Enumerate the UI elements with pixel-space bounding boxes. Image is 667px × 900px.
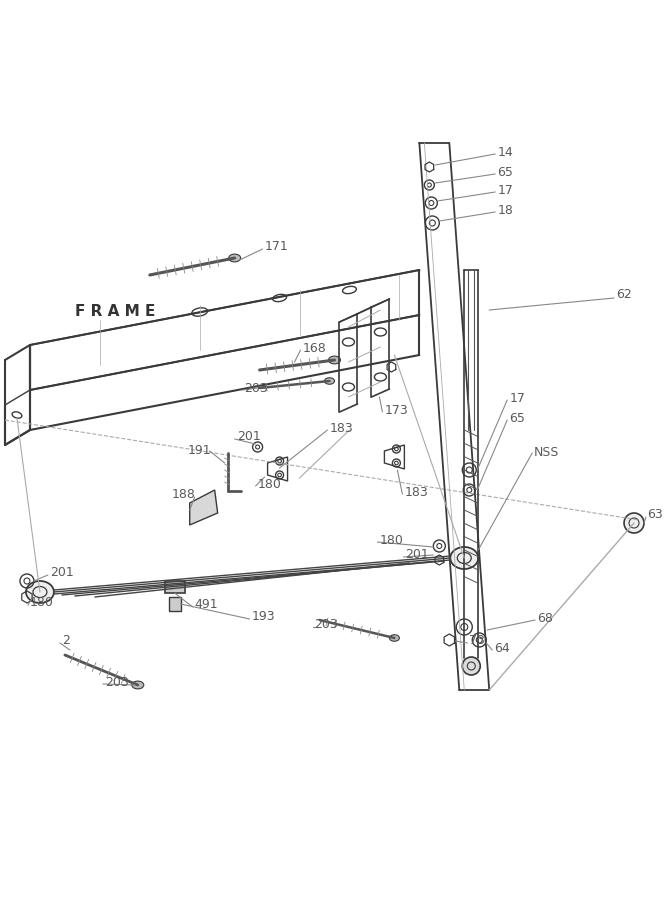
Text: 201: 201 [406,548,429,562]
Text: 63: 63 [647,508,663,521]
Ellipse shape [325,378,334,384]
Text: 203: 203 [105,676,129,688]
Text: 201: 201 [50,566,73,580]
Text: 65: 65 [497,166,513,178]
Text: 173: 173 [384,403,408,417]
Text: 17: 17 [497,184,513,196]
FancyBboxPatch shape [169,597,181,611]
Text: 168: 168 [303,341,326,355]
Text: 183: 183 [404,485,428,499]
Text: 183: 183 [329,421,354,435]
Ellipse shape [390,634,400,641]
Text: 65: 65 [509,411,525,425]
Text: 64: 64 [494,642,510,654]
Text: 191: 191 [187,444,211,456]
Text: 180: 180 [30,597,54,609]
Ellipse shape [26,581,54,603]
FancyBboxPatch shape [165,581,185,593]
Text: 14: 14 [497,146,513,158]
Text: F R A M E: F R A M E [75,304,155,320]
Text: 203: 203 [245,382,268,394]
Ellipse shape [624,513,644,533]
Ellipse shape [328,356,340,364]
Ellipse shape [132,681,144,688]
Text: 171: 171 [265,240,288,254]
Text: 68: 68 [537,611,553,625]
Text: 18: 18 [497,203,513,217]
Text: 188: 188 [171,489,195,501]
Text: 193: 193 [251,610,275,624]
Text: 201: 201 [237,430,260,444]
Text: 180: 180 [257,478,281,491]
Text: 2: 2 [62,634,70,647]
Ellipse shape [450,547,478,569]
Ellipse shape [462,657,480,675]
Polygon shape [189,490,217,525]
Ellipse shape [229,254,241,262]
Text: 17: 17 [509,392,525,404]
Text: 62: 62 [616,289,632,302]
Text: 203: 203 [315,618,338,632]
Text: NSS: NSS [534,446,560,460]
Text: 491: 491 [195,598,218,611]
Text: 180: 180 [380,534,404,546]
Text: 73: 73 [470,634,485,647]
